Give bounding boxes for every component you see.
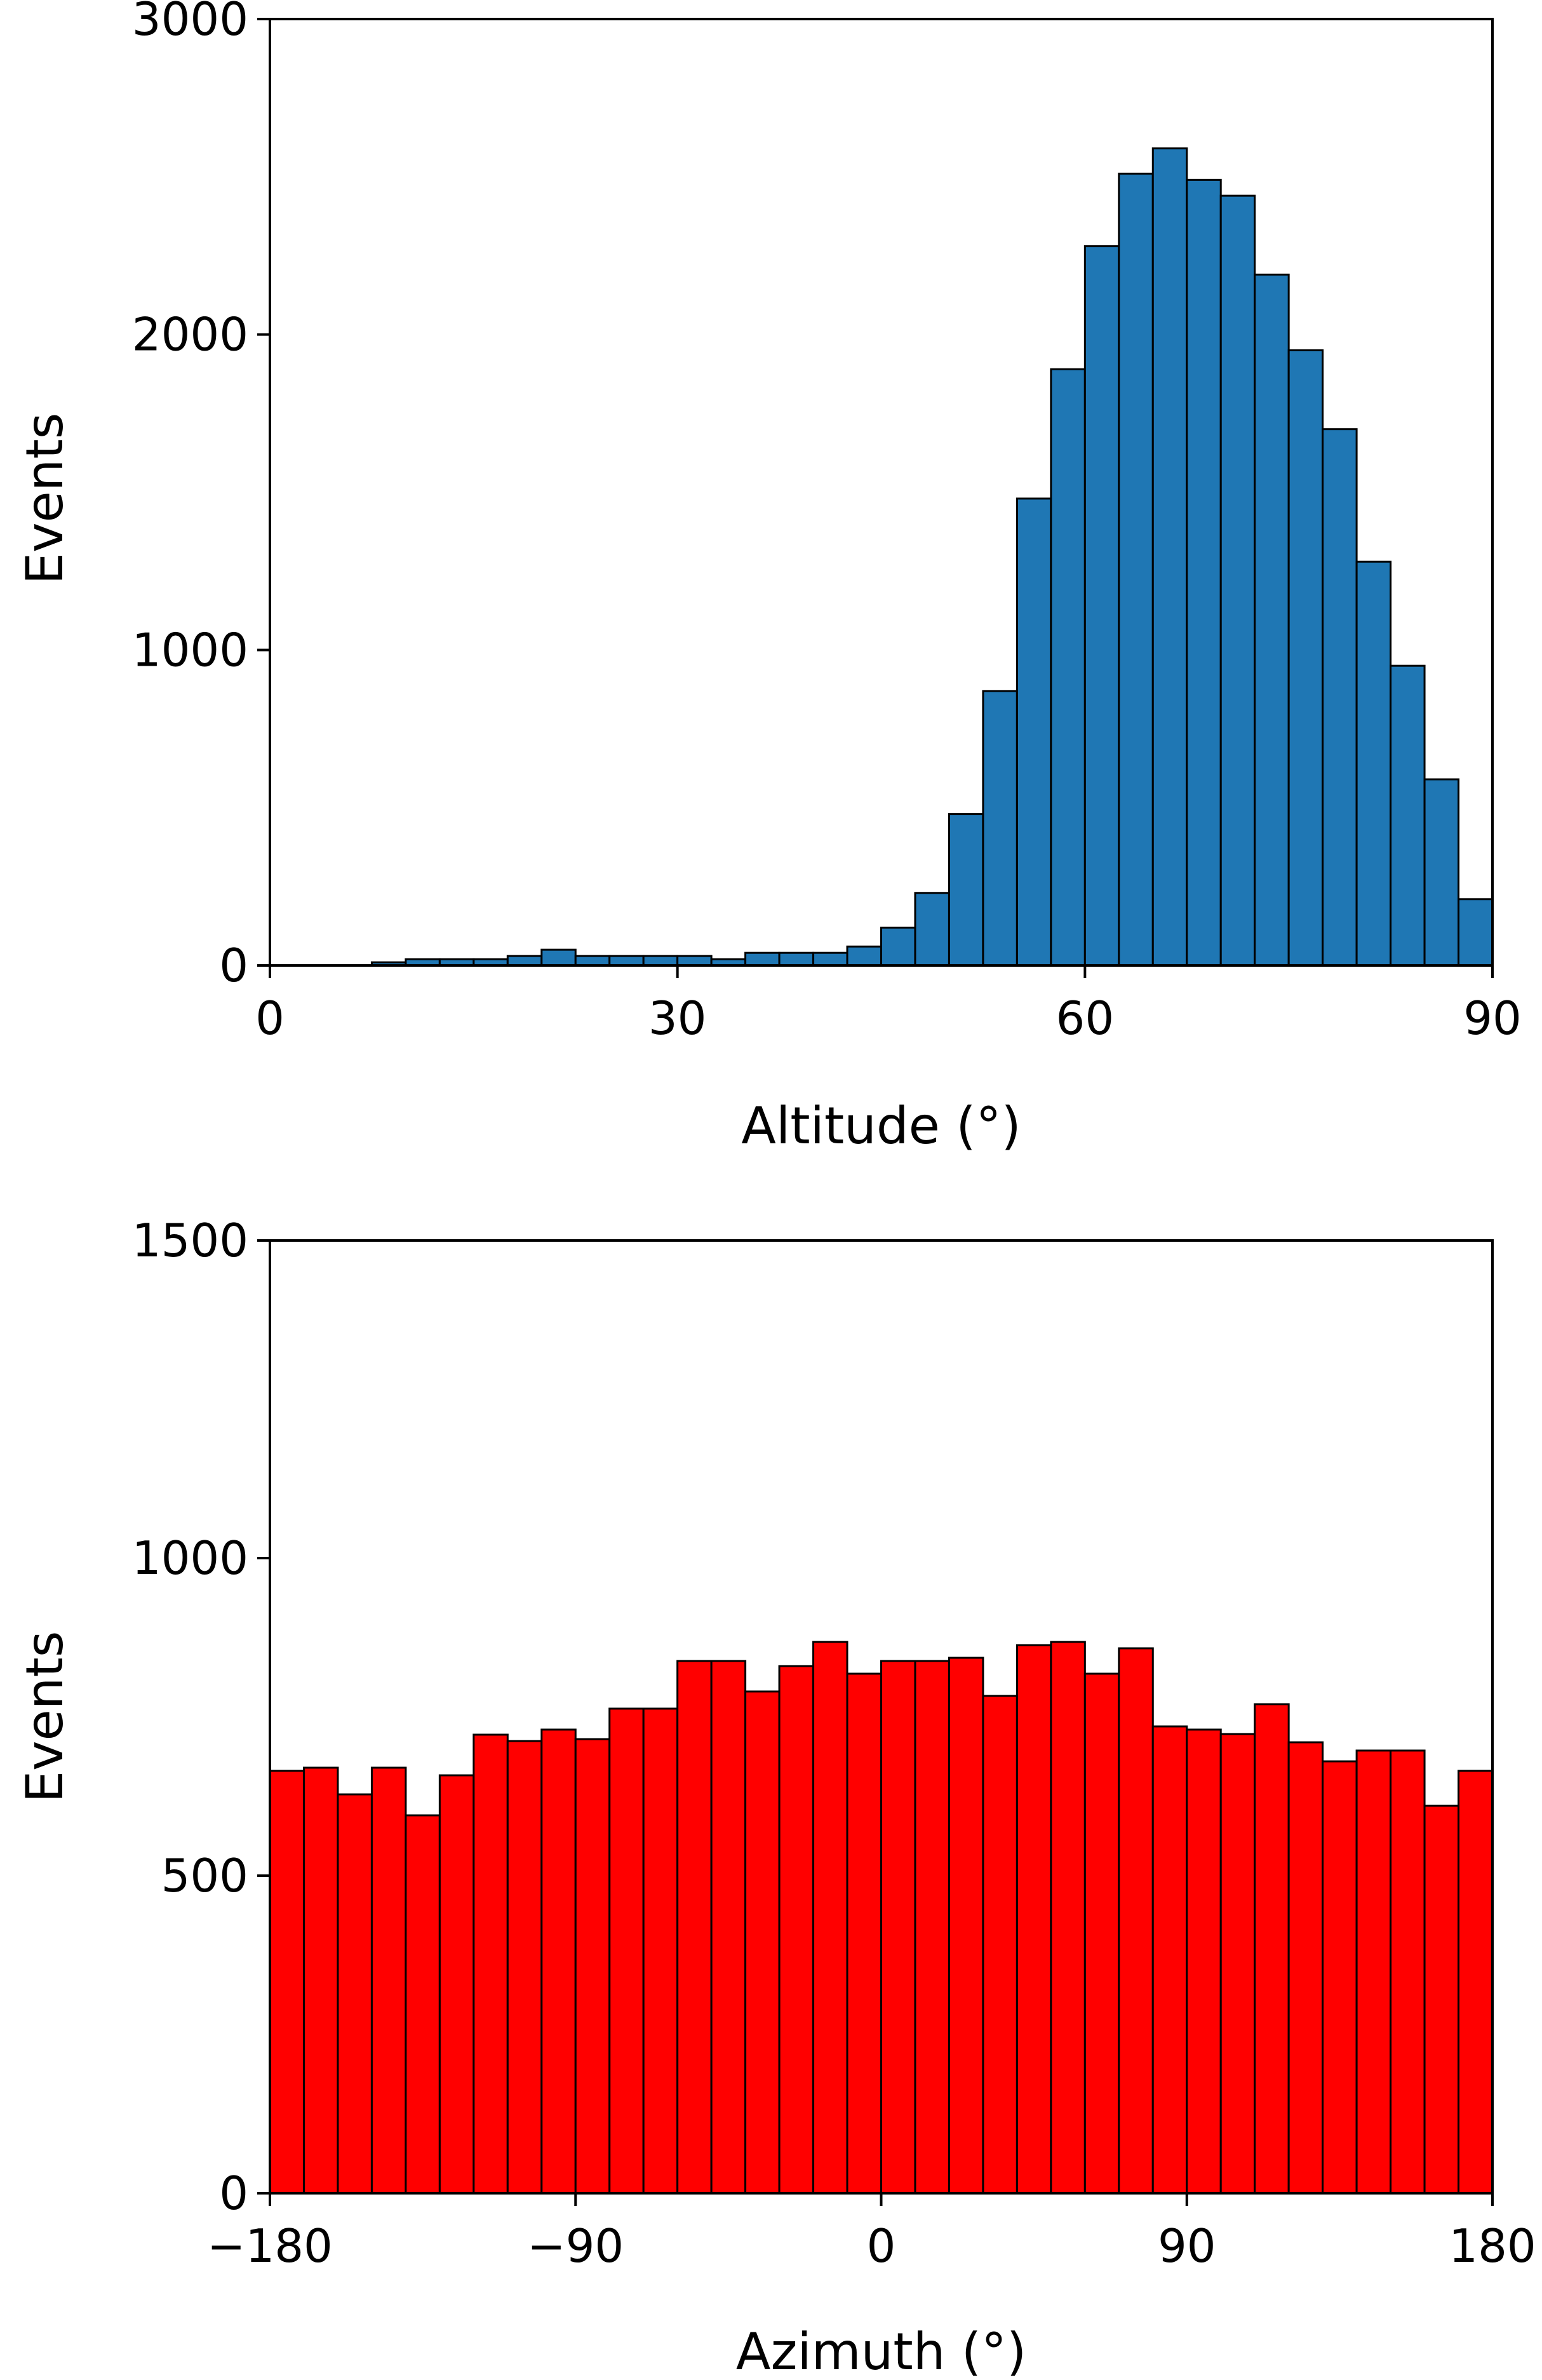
azimuth-bar bbox=[1083, 1672, 1120, 2195]
azimuth-bar bbox=[1458, 1770, 1494, 2195]
azimuth-x-tick-label: 90 bbox=[1158, 2219, 1216, 2273]
altitude-y-tick-label: 3000 bbox=[132, 0, 248, 46]
azimuth-bar bbox=[608, 1707, 645, 2195]
azimuth-bar bbox=[846, 1672, 883, 2195]
azimuth-bar bbox=[1219, 1733, 1256, 2195]
altitude-bar bbox=[1016, 497, 1052, 967]
azimuth-bar bbox=[540, 1728, 577, 2195]
azimuth-histogram: 0 500 1000 1500 −180 −90 0 90 180 Azimuth (°) E… bbox=[15, 1214, 1536, 2380]
altitude-bar bbox=[778, 951, 815, 967]
altitude-y-tick-label: 2000 bbox=[132, 308, 248, 361]
altitude-bars bbox=[370, 147, 1494, 967]
azimuth-bar bbox=[1390, 1749, 1426, 2195]
azimuth-bar bbox=[1050, 1641, 1086, 2195]
azimuth-x-axis-label: Azimuth (°) bbox=[736, 2322, 1027, 2380]
altitude-bar bbox=[540, 948, 577, 967]
azimuth-x-tick-label: −180 bbox=[207, 2219, 333, 2273]
altitude-bar bbox=[1355, 560, 1392, 967]
azimuth-y-tick-label: 500 bbox=[161, 1849, 248, 1902]
altitude-bar bbox=[1151, 147, 1188, 967]
azimuth-bar bbox=[269, 1770, 305, 2195]
altitude-x-tick-label: 90 bbox=[1463, 992, 1522, 1045]
altitude-bar bbox=[880, 926, 916, 967]
azimuth-x-tick-label: −90 bbox=[527, 2219, 624, 2273]
altitude-bar bbox=[506, 955, 543, 967]
altitude-bar bbox=[1254, 273, 1290, 967]
azimuth-bar bbox=[642, 1707, 679, 2195]
altitude-plot-frame bbox=[269, 18, 1494, 967]
altitude-bar bbox=[948, 813, 984, 967]
azimuth-bar bbox=[574, 1738, 611, 2195]
altitude-bar bbox=[608, 955, 645, 967]
altitude-y-ticks: 0 1000 2000 3000 bbox=[132, 0, 270, 992]
azimuth-bar bbox=[982, 1695, 1018, 2195]
altitude-x-tick-label: 30 bbox=[648, 992, 707, 1045]
altitude-bar bbox=[1050, 368, 1086, 967]
azimuth-y-tick-label: 1000 bbox=[132, 1531, 248, 1585]
azimuth-bar bbox=[438, 1774, 475, 2195]
azimuth-bar bbox=[778, 1665, 815, 2195]
azimuth-bar bbox=[1016, 1644, 1052, 2195]
azimuth-bar bbox=[812, 1641, 848, 2195]
altitude-bar bbox=[1423, 778, 1460, 967]
azimuth-bar bbox=[302, 1766, 339, 2195]
altitude-y-tick-label: 0 bbox=[219, 939, 248, 992]
azimuth-bar bbox=[710, 1660, 747, 2195]
altitude-x-tick-label: 60 bbox=[1056, 992, 1115, 1045]
azimuth-y-axis-label: Events bbox=[15, 1631, 74, 1803]
altitude-bar bbox=[1219, 194, 1256, 967]
altitude-bar bbox=[982, 690, 1018, 967]
altitude-bar bbox=[812, 951, 848, 967]
altitude-bar bbox=[744, 951, 781, 967]
altitude-bar bbox=[574, 955, 611, 967]
altitude-bar bbox=[1287, 349, 1324, 967]
altitude-bar bbox=[1186, 178, 1222, 967]
azimuth-bar bbox=[473, 1733, 509, 2195]
azimuth-bar bbox=[1355, 1749, 1392, 2195]
azimuth-bar bbox=[405, 1814, 441, 2195]
altitude-bar bbox=[642, 955, 679, 967]
azimuth-y-tick-label: 1500 bbox=[132, 1214, 248, 1267]
altitude-bar bbox=[1083, 245, 1120, 967]
azimuth-bar bbox=[1423, 1805, 1460, 2195]
azimuth-bar bbox=[1118, 1647, 1154, 2195]
azimuth-bar bbox=[1186, 1728, 1222, 2195]
azimuth-bar bbox=[337, 1793, 373, 2195]
azimuth-y-ticks: 0 500 1000 1500 bbox=[132, 1214, 270, 2220]
altitude-bar bbox=[914, 892, 950, 967]
altitude-x-tick-label: 0 bbox=[255, 992, 285, 1045]
azimuth-y-tick-label: 0 bbox=[219, 2167, 248, 2220]
altitude-histogram: 0 1000 2000 3000 0 30 60 90 Altitude (°) Event… bbox=[15, 0, 1522, 1155]
altitude-x-ticks: 0 30 60 90 bbox=[255, 965, 1522, 1045]
azimuth-bar bbox=[914, 1660, 950, 2195]
azimuth-bars bbox=[269, 1641, 1494, 2195]
azimuth-bar bbox=[1322, 1760, 1358, 2195]
altitude-bar bbox=[676, 955, 713, 967]
azimuth-bar bbox=[506, 1740, 543, 2195]
azimuth-bar bbox=[744, 1690, 781, 2195]
azimuth-bar bbox=[880, 1660, 916, 2195]
altitude-y-tick-label: 1000 bbox=[132, 623, 248, 676]
azimuth-x-tick-label: 0 bbox=[867, 2219, 896, 2273]
altitude-bar bbox=[846, 945, 883, 967]
azimuth-bar bbox=[370, 1766, 407, 2195]
altitude-bar bbox=[1458, 898, 1494, 967]
azimuth-x-tick-label: 180 bbox=[1449, 2219, 1536, 2273]
altitude-bar bbox=[1118, 172, 1154, 967]
azimuth-bar bbox=[1151, 1725, 1188, 2195]
altitude-y-axis-label: Events bbox=[15, 413, 74, 585]
azimuth-bar bbox=[948, 1657, 984, 2195]
azimuth-x-ticks: −180 −90 0 90 180 bbox=[207, 2193, 1536, 2273]
azimuth-bar bbox=[1287, 1741, 1324, 2195]
azimuth-bar bbox=[676, 1660, 713, 2195]
azimuth-bar bbox=[1254, 1703, 1290, 2195]
altitude-x-axis-label: Altitude (°) bbox=[741, 1096, 1021, 1155]
altitude-bar bbox=[1390, 664, 1426, 967]
altitude-bar bbox=[1322, 428, 1358, 967]
